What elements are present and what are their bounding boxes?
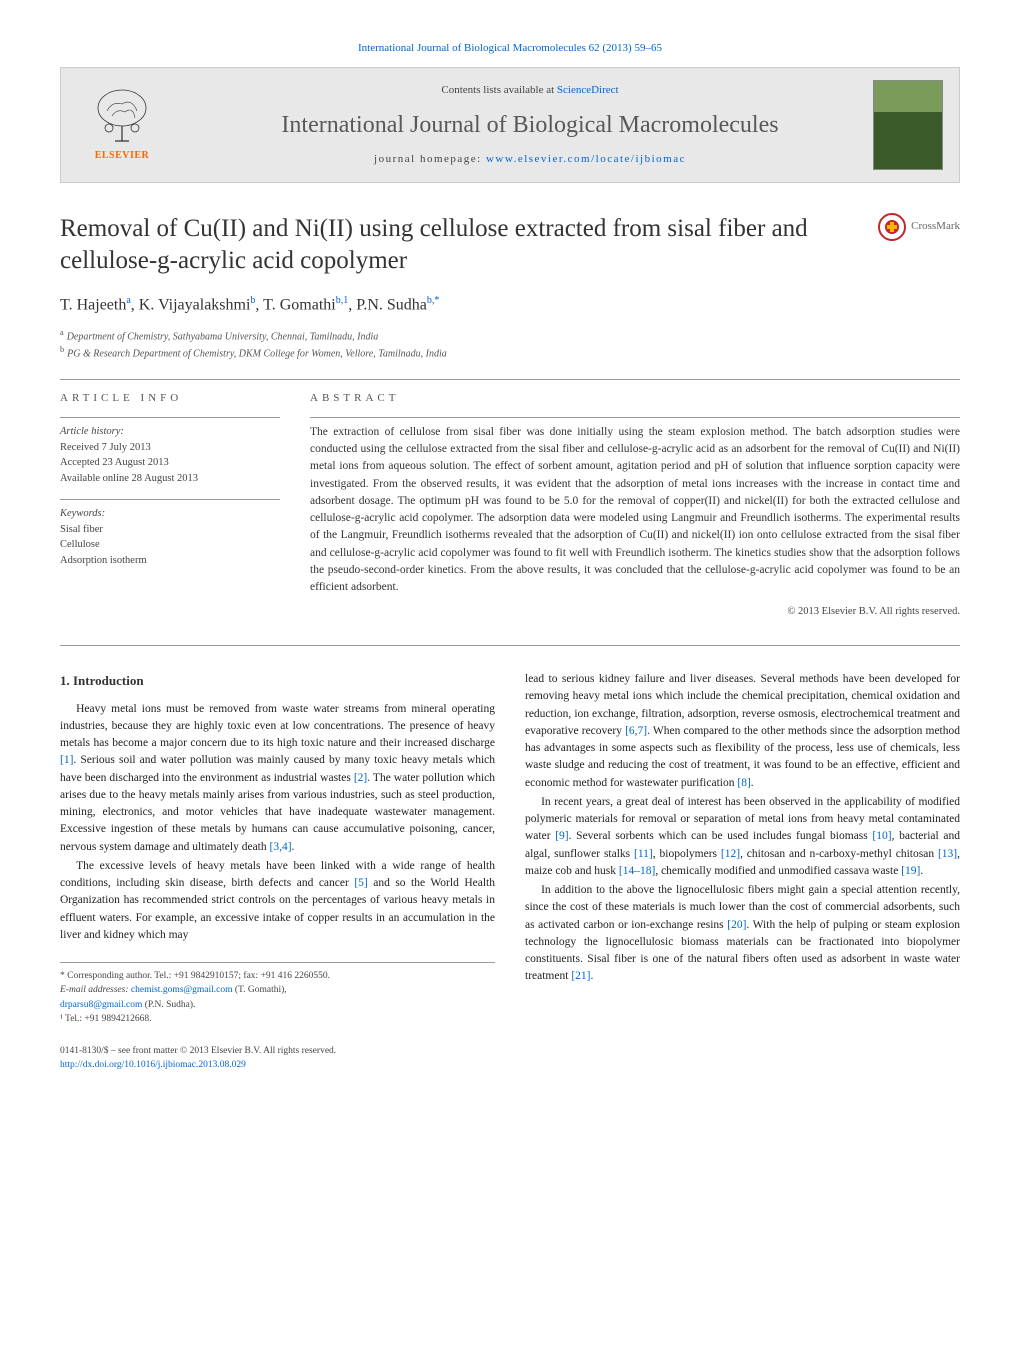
keywords-block: Keywords: Sisal fiber Cellulose Adsorpti… [60,499,280,569]
intro-p1: Heavy metal ions must be removed from wa… [60,701,495,856]
keyword-3: Adsorption isotherm [60,553,280,569]
doi-link[interactable]: http://dx.doi.org/10.1016/j.ijbiomac.201… [60,1060,246,1070]
footnote-1: ¹ Tel.: +91 9894212668. [60,1012,495,1026]
keyword-1: Sisal fiber [60,522,280,538]
left-column: 1. Introduction Heavy metal ions must be… [60,671,495,1073]
article-info-heading: article info [60,390,280,407]
body-columns: 1. Introduction Heavy metal ions must be… [60,671,960,1073]
homepage-link[interactable]: www.elsevier.com/locate/ijbiomac [486,153,686,165]
journal-homepage: journal homepage: www.elsevier.com/locat… [187,151,873,168]
divider-top [60,379,960,380]
keywords-label: Keywords: [60,506,280,522]
divider-bottom [60,645,960,646]
email-1-name: (T. Gomathi), [235,985,287,995]
authors: T. Hajeetha, K. Vijayalakshmib, T. Gomat… [60,293,960,317]
info-abstract-row: article info Article history: Received 7… [60,390,960,620]
email-2[interactable]: drparsu8@gmail.com [60,1000,142,1010]
history-block: Article history: Received 7 July 2013 Ac… [60,417,280,487]
received-date: Received 7 July 2013 [60,440,280,456]
affiliation-a: aDepartment of Chemistry, Sathyabama Uni… [60,327,960,344]
intro-p2: The excessive levels of heavy metals hav… [60,858,495,944]
aff-text-b: PG & Research Department of Chemistry, D… [67,348,447,359]
banner-center: Contents lists available at ScienceDirec… [187,82,873,167]
abstract-column: abstract The extraction of cellulose fro… [310,390,960,620]
abstract-copyright: © 2013 Elsevier B.V. All rights reserved… [310,604,960,620]
aff-marker-b: b [60,345,64,354]
left-body: Heavy metal ions must be removed from wa… [60,701,495,945]
email-label: E-mail addresses: [60,985,129,995]
abstract-heading: abstract [310,390,960,407]
email-line: E-mail addresses: chemist.goms@gmail.com… [60,983,495,997]
intro-p5: In addition to the above the lignocellul… [525,882,960,986]
email-1[interactable]: chemist.goms@gmail.com [131,985,233,995]
title-row: Removal of Cu(II) and Ni(II) using cellu… [60,213,960,278]
intro-p3: lead to serious kidney failure and liver… [525,671,960,792]
crossmark-label: CrossMark [911,218,960,235]
abstract-text: The extraction of cellulose from sisal f… [310,417,960,597]
right-body: lead to serious kidney failure and liver… [525,671,960,986]
journal-cover-thumb[interactable] [873,80,943,170]
footer-meta: 0141-8130/$ – see front matter © 2013 El… [60,1044,495,1073]
journal-name: International Journal of Biological Macr… [187,107,873,143]
history-label: Article history: [60,424,280,440]
journal-citation[interactable]: International Journal of Biological Macr… [60,40,960,57]
footnotes: * Corresponding author. Tel.: +91 984291… [60,962,495,1026]
article-info: article info Article history: Received 7… [60,390,280,620]
contents-available: Contents lists available at ScienceDirec… [187,82,873,99]
elsevier-label: ELSEVIER [95,148,150,163]
corresponding-author: * Corresponding author. Tel.: +91 984291… [60,969,495,983]
crossmark-icon [878,213,906,241]
intro-p4: In recent years, a great deal of interes… [525,794,960,880]
keyword-2: Cellulose [60,537,280,553]
affiliations: aDepartment of Chemistry, Sathyabama Uni… [60,327,960,362]
elsevier-logo[interactable]: ELSEVIER [77,80,167,170]
sciencedirect-link[interactable]: ScienceDirect [557,84,619,96]
aff-marker-a: a [60,328,64,337]
online-date: Available online 28 August 2013 [60,471,280,487]
article-title: Removal of Cu(II) and Ni(II) using cellu… [60,213,878,278]
crossmark-badge[interactable]: CrossMark [878,213,960,241]
email-2-name: (P.N. Sudha). [145,1000,196,1010]
right-column: lead to serious kidney failure and liver… [525,671,960,1073]
affiliation-b: bPG & Research Department of Chemistry, … [60,344,960,361]
homepage-prefix: journal homepage: [374,153,486,165]
contents-prefix: Contents lists available at [441,84,556,96]
elsevier-tree-icon [87,86,157,146]
front-matter: 0141-8130/$ – see front matter © 2013 El… [60,1044,495,1058]
aff-text-a: Department of Chemistry, Sathyabama Univ… [67,331,379,342]
journal-banner: ELSEVIER Contents lists available at Sci… [60,67,960,183]
accepted-date: Accepted 23 August 2013 [60,455,280,471]
intro-heading: 1. Introduction [60,671,495,691]
email-line-2: drparsu8@gmail.com (P.N. Sudha). [60,998,495,1012]
